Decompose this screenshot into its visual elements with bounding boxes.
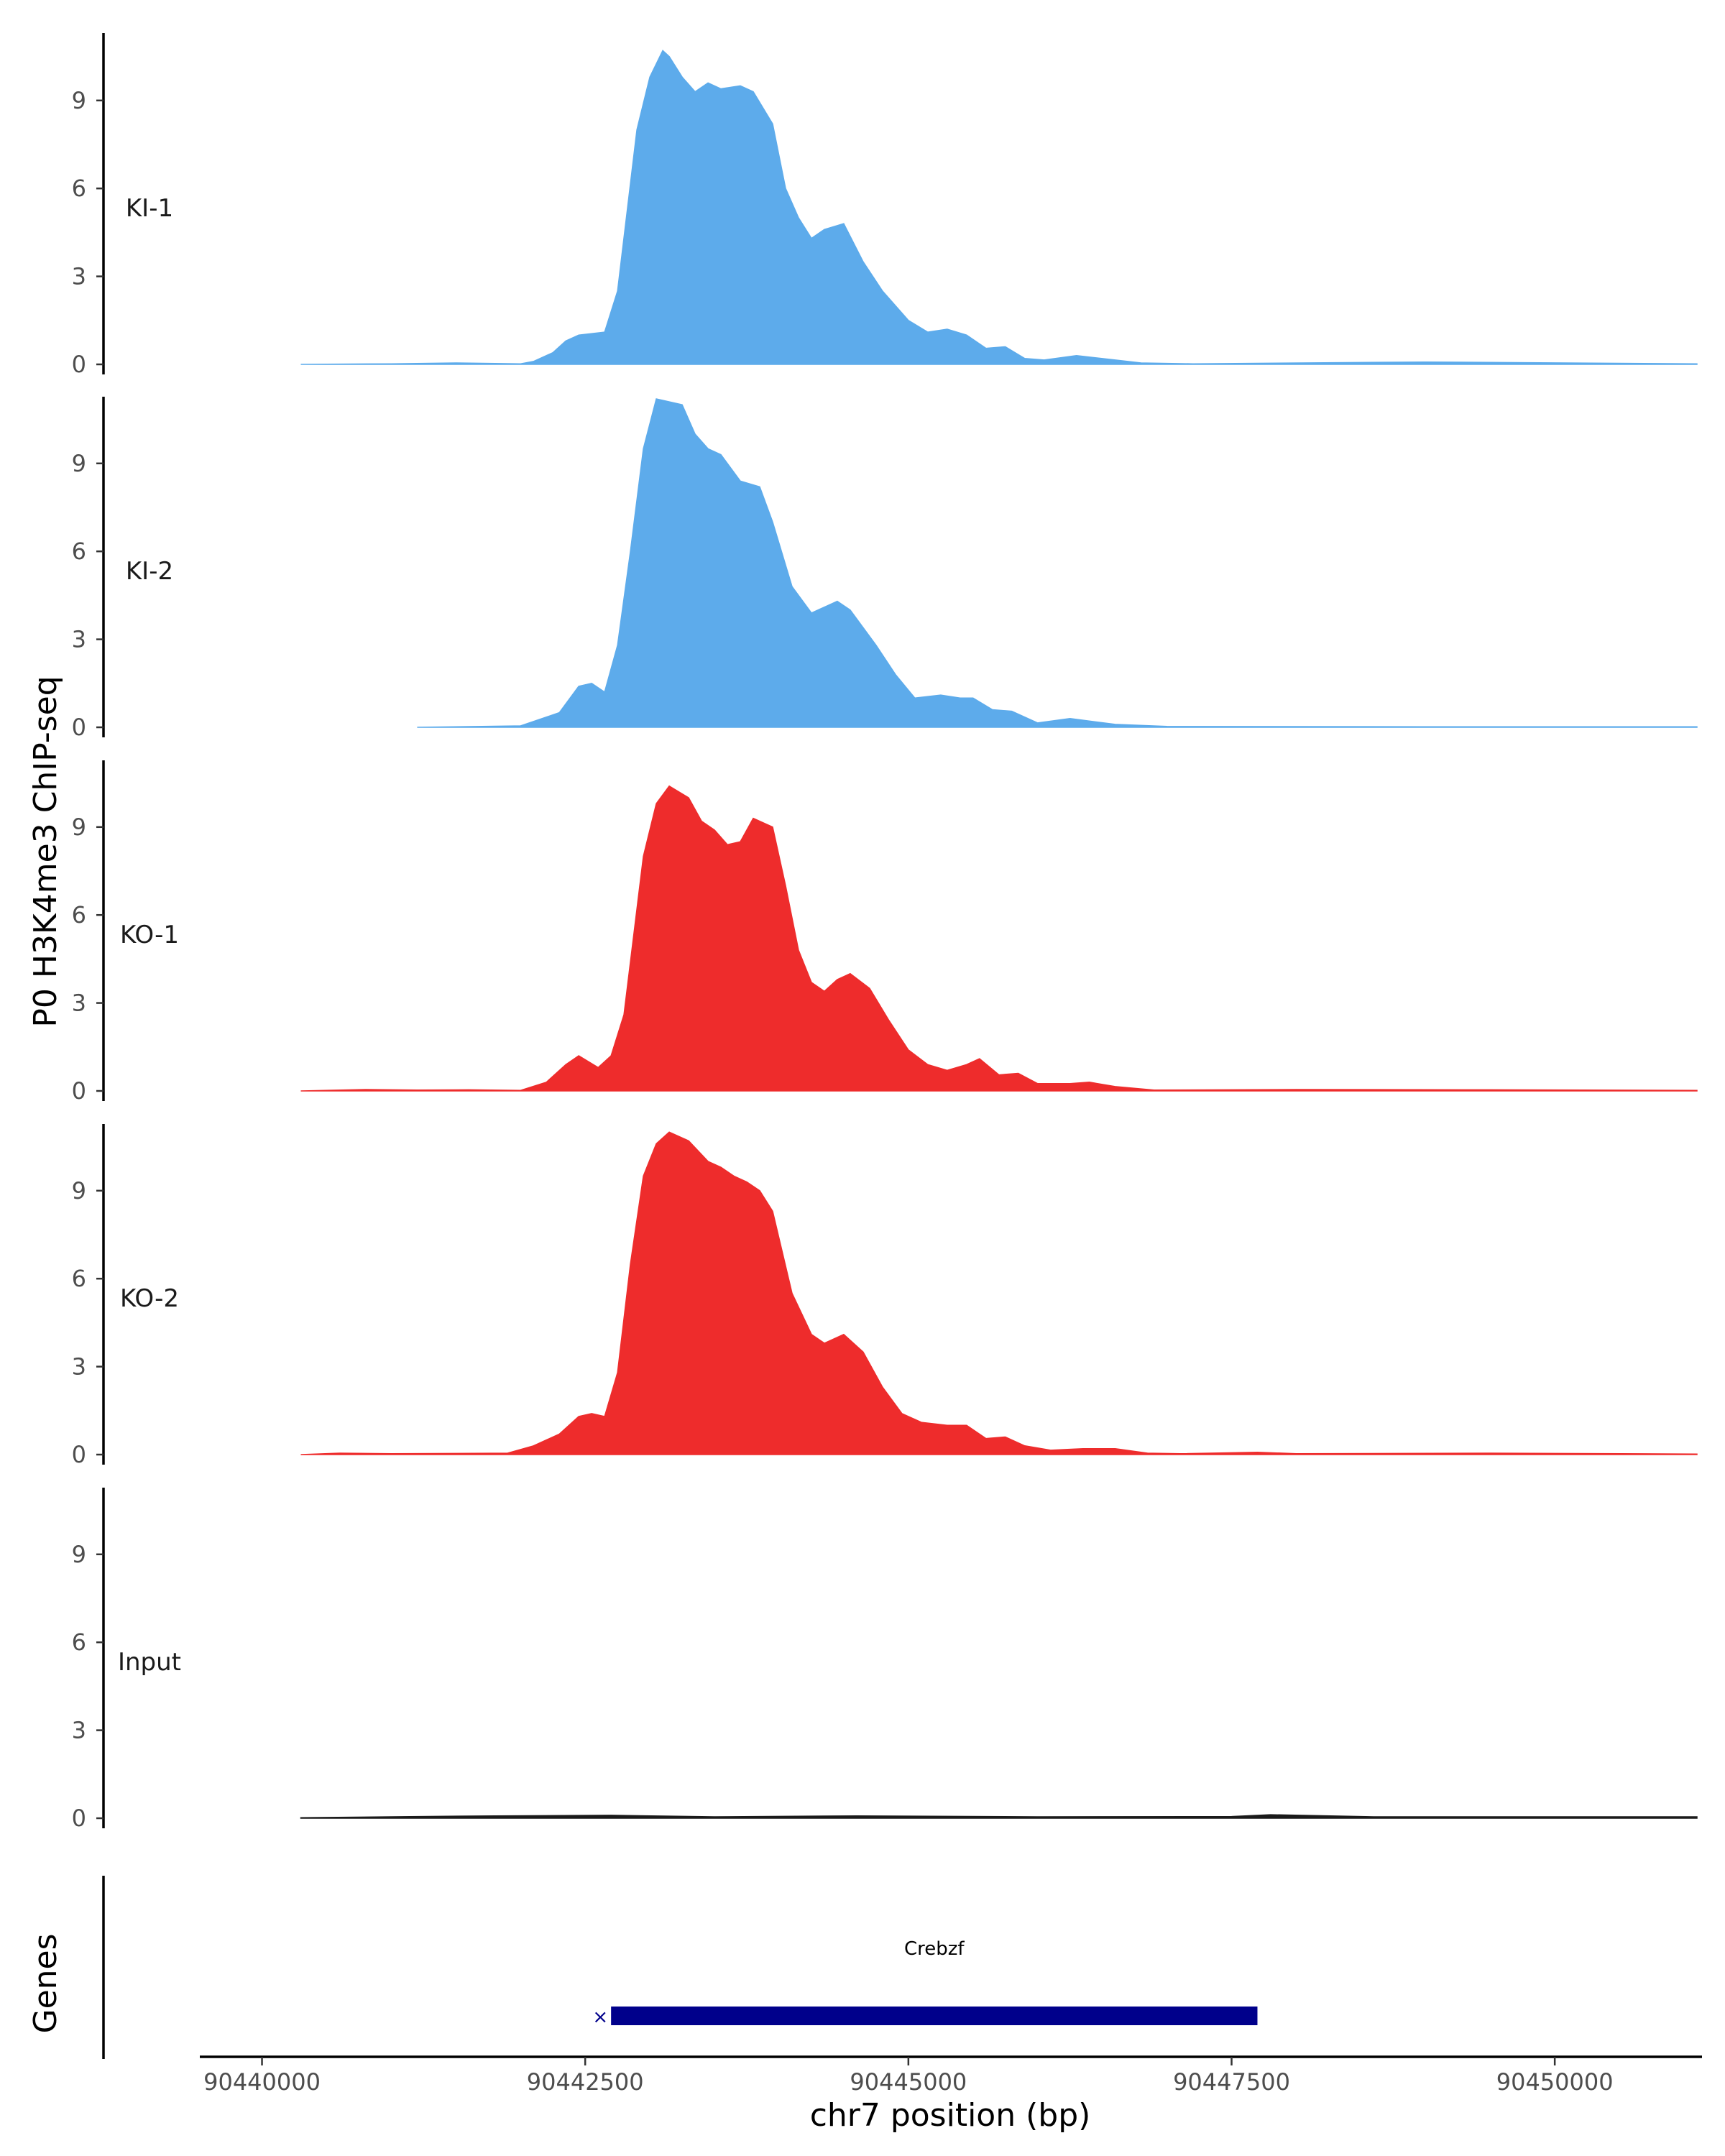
y-tick-label: 0 (72, 1805, 86, 1832)
y-tick-label: 9 (72, 87, 86, 114)
track-label: Input (118, 1648, 181, 1677)
track-ki-1: 0 3 6 9 KI-1 (72, 33, 1698, 378)
y-tick-label: 6 (72, 1628, 86, 1656)
track-label: KI-2 (126, 557, 173, 586)
y-tick-label: 3 (72, 1353, 86, 1381)
y-tick-label: 0 (72, 351, 86, 378)
coverage-area-input (300, 1814, 1698, 1819)
y-tick-label: 9 (72, 450, 86, 477)
gene-crebzf: × Crebzf (592, 1938, 1258, 2028)
y-axis-title: P0 H3K4me3 ChIP-seq (27, 676, 64, 1027)
track-label: KO-1 (120, 921, 179, 949)
track-ko-2: 0 3 6 9 KO-2 (72, 1124, 1698, 1468)
y-tick-label: 9 (72, 1541, 86, 1568)
coverage-area-ko-1 (300, 785, 1698, 1092)
y-tick-label: 0 (72, 1077, 86, 1105)
y-tick-label: 3 (72, 1717, 86, 1744)
coverage-area-ki-1 (300, 50, 1698, 365)
track-label: KO-2 (120, 1284, 179, 1313)
y-tick-label: 3 (72, 626, 86, 653)
track-ki-2: 0 3 6 9 KI-2 (72, 397, 1698, 741)
x-tick-label: 90440000 (203, 2068, 321, 2096)
track-input: 0 3 6 9 Input (72, 1488, 1698, 1832)
y-tick-label: 3 (72, 263, 86, 290)
y-tick-label: 0 (72, 714, 86, 741)
y-tick-label: 9 (72, 1177, 86, 1204)
coverage-tracks: 0 3 6 9 KI-1 0 3 6 9 KI-2 0 3 6 9 KO-1 0 3 6 9 KO-2 0 3 6 9 Inpu… (72, 33, 1698, 1832)
coverage-area-ko-2 (300, 1131, 1698, 1455)
genes-axis-title: Genes (27, 1933, 64, 2033)
gene-body (611, 2007, 1258, 2025)
y-tick-label: 6 (72, 175, 86, 202)
track-ko-1: 0 3 6 9 KO-1 (72, 760, 1698, 1105)
x-axis: 90440000 90442500 90445000 90447500 90450000 (200, 2055, 1702, 2096)
y-tick-label: 6 (72, 1265, 86, 1292)
x-tick-label: 90442500 (527, 2068, 644, 2096)
y-tick-label: 6 (72, 901, 86, 929)
coverage-area-ki-2 (417, 398, 1698, 728)
y-tick-label: 0 (72, 1441, 86, 1468)
x-tick-label: 90450000 (1496, 2068, 1614, 2096)
x-tick-label: 90445000 (850, 2068, 967, 2096)
gene-strand-marker: × (592, 2007, 608, 2028)
gene-annotation-panel: × Crebzf (102, 1876, 1258, 2059)
y-tick-label: 6 (72, 538, 86, 565)
gene-label: Crebzf (904, 1938, 965, 1960)
y-tick-label: 3 (72, 990, 86, 1017)
y-tick-label: 9 (72, 814, 86, 841)
track-label: KI-1 (126, 194, 173, 223)
x-axis-title: chr7 position (bp) (810, 2097, 1091, 2134)
x-tick-label: 90447500 (1173, 2068, 1290, 2096)
